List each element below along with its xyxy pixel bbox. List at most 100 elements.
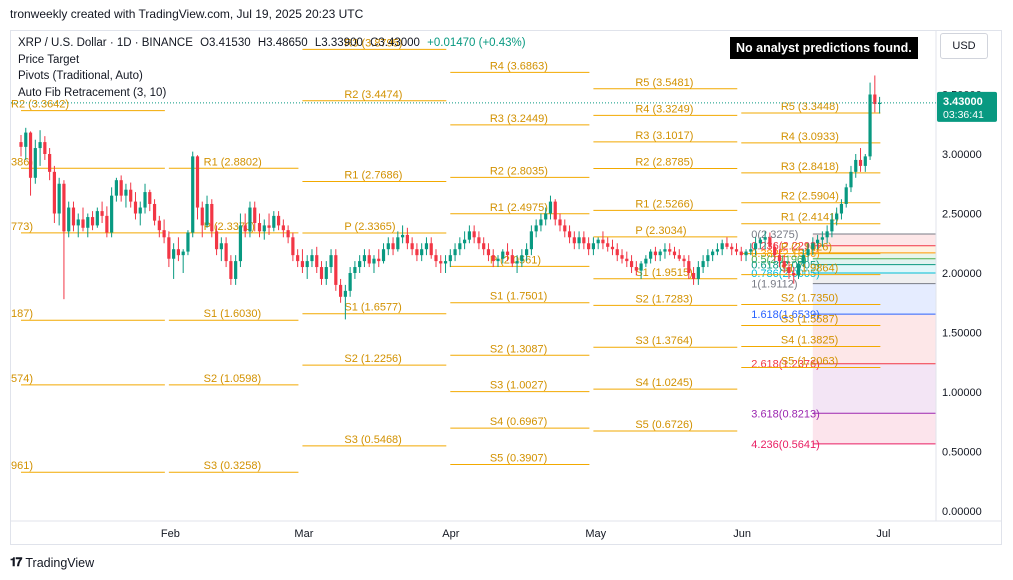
candle <box>820 231 824 247</box>
candle-body <box>191 156 195 233</box>
candle-body <box>319 267 324 279</box>
candle-body <box>520 255 524 262</box>
pivot-level-label: R1 (2.5266) <box>635 198 693 210</box>
candle <box>138 201 142 226</box>
indicator-pivots[interactable]: Pivots (Traditional, Auto) <box>18 70 143 82</box>
candle-body <box>796 263 801 276</box>
candle-body <box>572 237 576 244</box>
candle-body <box>119 180 123 196</box>
pivot-level-label: 773) <box>11 221 33 233</box>
y-tick-label: 0.00000 <box>942 506 982 518</box>
candle-body <box>219 243 223 250</box>
candle-body <box>687 261 691 273</box>
candle <box>801 249 805 268</box>
chart-frame[interactable]: 0(2.3275)0.236(2.2293)0.382(2.1686)0.5(2… <box>10 30 1002 545</box>
candle-body <box>544 213 548 220</box>
candle <box>753 237 758 256</box>
candle <box>343 284 347 320</box>
candle-body <box>296 255 300 262</box>
candle <box>410 237 414 256</box>
candle <box>658 249 662 262</box>
candle-body <box>38 142 42 149</box>
axes-layer: 0.00000 0.50000 1.00000 1.50000 2.00000 2.500… <box>11 31 1001 540</box>
candle <box>405 227 409 250</box>
candle <box>682 255 686 268</box>
candle-body <box>420 249 424 256</box>
candle <box>463 231 467 250</box>
candle-body <box>849 171 853 188</box>
ohlc-high: H3.48650 <box>257 37 308 49</box>
candle <box>267 213 271 235</box>
tradingview-logo[interactable]: 𝟏𝟕 TradingView <box>10 555 94 570</box>
x-tick-label: Mar <box>294 528 313 540</box>
candle <box>148 189 152 212</box>
candle-body <box>682 258 686 262</box>
candle-body <box>71 207 76 226</box>
pivot-level-label: R2 (3.3642) <box>11 99 69 111</box>
pivot-level-label: R4 (3.6863) <box>490 60 548 72</box>
indicator-price-target[interactable]: Price Target <box>18 53 80 66</box>
fib-level-label: 4.236(0.5641) <box>751 439 820 451</box>
candle-body <box>386 243 390 250</box>
candle <box>377 249 381 268</box>
candle-body <box>315 255 319 268</box>
candle-body <box>133 201 138 214</box>
candle-body <box>234 261 238 279</box>
candle <box>310 249 314 268</box>
candle <box>205 195 209 228</box>
candle-body <box>28 132 33 178</box>
fib-level-label: 0.786(2.0005) <box>751 268 820 280</box>
last-price-countdown: 03:36:41 <box>943 109 984 121</box>
candle <box>176 237 181 262</box>
pivot-level-label: R1 (2.7686) <box>344 170 402 182</box>
candle <box>272 211 276 232</box>
candle <box>525 243 529 262</box>
candle-body <box>157 220 161 231</box>
candle <box>520 249 524 268</box>
candle-body <box>777 255 782 262</box>
candle <box>720 239 724 256</box>
candle-body <box>486 249 491 256</box>
candle-body <box>553 201 557 220</box>
candle-body <box>477 237 481 244</box>
candle-body <box>415 249 419 256</box>
candle <box>33 139 37 184</box>
candle <box>420 243 424 262</box>
candle-body <box>424 243 429 250</box>
candle-body <box>110 195 114 233</box>
candle-body <box>367 255 371 264</box>
candle <box>281 219 285 238</box>
candle-body <box>878 102 882 105</box>
candle <box>401 225 405 244</box>
candle-body <box>463 239 467 244</box>
candle <box>76 213 80 238</box>
currency-button[interactable]: USD <box>940 33 988 59</box>
candle-body <box>281 225 285 231</box>
candle <box>95 207 99 228</box>
candle <box>338 278 343 303</box>
candle-body <box>677 255 681 259</box>
candle-body <box>248 207 252 232</box>
candle <box>105 206 109 238</box>
symbol-title[interactable]: XRP / U.S. Dollar · 1D · BINANCE <box>18 37 193 49</box>
indicator-auto-fib[interactable]: Auto Fib Retracement (3, 10) <box>18 86 167 99</box>
pivot-level-label: S2 (1.3087) <box>490 343 547 355</box>
symbol-row[interactable]: XRP / U.S. Dollar · 1D · BINANCE O3.4153… <box>18 35 526 52</box>
pivot-level-label: R1 (2.4975) <box>490 202 548 214</box>
price-chart[interactable]: 0(2.3275)0.236(2.2293)0.382(2.1686)0.5(2… <box>11 31 1001 544</box>
fib-band <box>812 314 936 364</box>
candle-body <box>615 249 619 256</box>
candle-body <box>405 234 409 244</box>
candle <box>587 237 591 256</box>
x-tick-label: Jul <box>876 528 890 540</box>
candle <box>868 82 872 160</box>
candle <box>100 201 104 224</box>
candle <box>734 243 739 256</box>
candle <box>119 175 123 202</box>
candle-body <box>434 255 438 262</box>
candle <box>129 182 133 208</box>
candle-body <box>653 251 658 256</box>
candle <box>620 249 624 264</box>
pivot-level-label: R1 (2.8802) <box>204 156 262 168</box>
pivot-level-label: S1 (1.7501) <box>490 291 547 303</box>
